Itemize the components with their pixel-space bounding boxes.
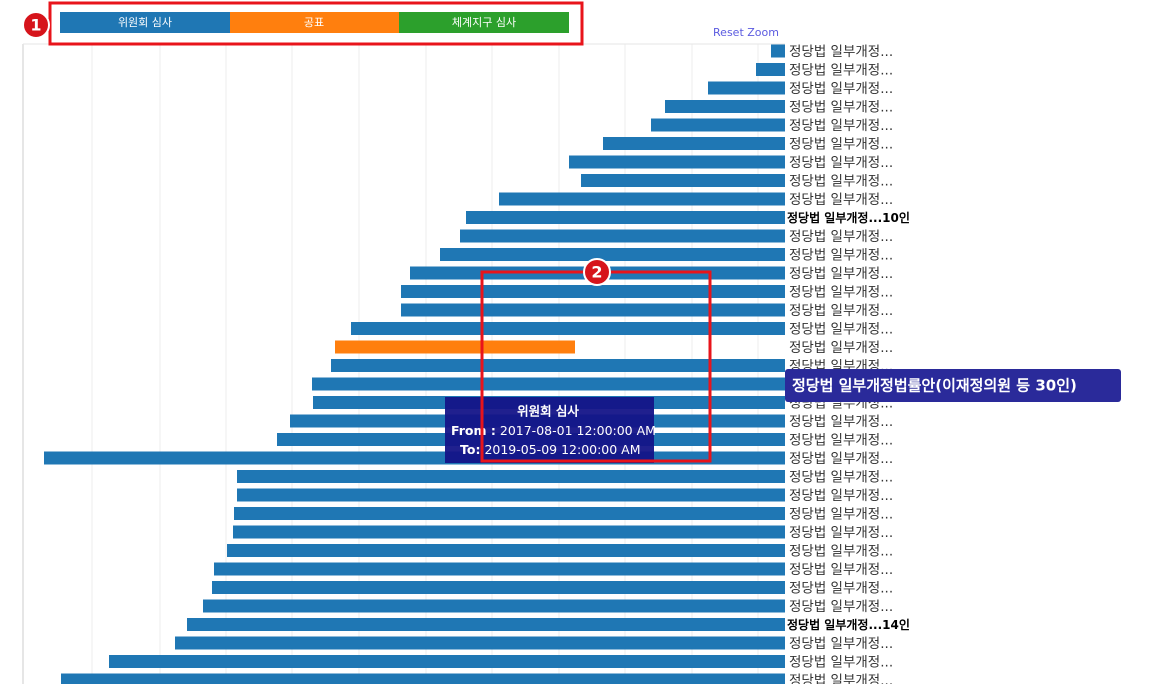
row-label: 정당법 일부개정... xyxy=(789,507,893,523)
legend-item[interactable] xyxy=(230,12,399,33)
bar xyxy=(335,340,575,354)
row-label: 정당법 일부개정... xyxy=(789,303,893,319)
bar xyxy=(466,211,785,224)
bar xyxy=(312,377,785,391)
bar xyxy=(237,488,785,502)
bar xyxy=(460,229,785,243)
bars xyxy=(44,44,785,684)
row-label: 정당법 일부개정... xyxy=(789,322,893,338)
bar xyxy=(331,359,785,372)
reset-zoom[interactable]: Reset Zoom xyxy=(713,26,779,39)
bar xyxy=(771,44,785,58)
row-label: 정당법 일부개정... xyxy=(789,155,893,171)
bar xyxy=(234,507,785,520)
badge xyxy=(583,258,611,286)
row-label: 정당법 일부개정... xyxy=(789,562,893,578)
row-label: 정당법 일부개정... xyxy=(789,266,893,282)
row-label: 정당법 일부개정... xyxy=(789,470,893,486)
row-label: 정당법 일부개정... xyxy=(789,636,893,652)
legend-item[interactable] xyxy=(60,12,230,33)
tooltip-title: 위원회 심사 xyxy=(517,404,579,419)
badge-label: 1 xyxy=(30,16,41,35)
row-label: 정당법 일부개정...14인 xyxy=(787,617,910,632)
row-label: 정당법 일부개정... xyxy=(789,544,893,560)
highlight-box xyxy=(48,1,584,46)
bar xyxy=(440,248,785,261)
badge xyxy=(22,11,50,39)
legend-label: 체계지구 심사 xyxy=(452,16,516,29)
bar xyxy=(61,673,785,684)
row-label: 정당법 일부개정... xyxy=(789,599,893,615)
bar xyxy=(665,100,785,113)
row-label: 정당법 일부개정... xyxy=(789,229,893,245)
legend-label: 위원회 심사 xyxy=(118,16,172,29)
row-label: 정당법 일부개정... xyxy=(789,174,893,190)
row-label: 정당법 일부개정... xyxy=(789,81,893,97)
bar xyxy=(651,118,785,132)
bar xyxy=(499,192,785,206)
row-label: 정당법 일부개정... xyxy=(789,285,893,301)
row-label: 정당법 일부개정... xyxy=(789,118,893,134)
legend-item[interactable] xyxy=(399,12,569,33)
row-label: 정당법 일부개정... xyxy=(789,44,893,60)
bar xyxy=(187,618,785,631)
tooltip-value: 2019-05-09 12:00:00 AM xyxy=(484,442,640,457)
row-label: 정당법 일부개정... xyxy=(789,655,893,671)
badge-label: 2 xyxy=(591,263,602,282)
bar xyxy=(227,544,785,557)
hover-label-box xyxy=(785,369,1121,402)
row-label: 정당법 일부개정... xyxy=(789,100,893,116)
row-label: 정당법 일부개정... xyxy=(789,581,893,597)
hover-label: 정당법 일부개정법률안(이재정의원 등 30인) xyxy=(792,377,1077,395)
bar xyxy=(44,451,785,465)
row-label: 정당법 일부개정... xyxy=(789,248,893,264)
bar xyxy=(581,174,785,187)
row-label: 정당법 일부개정... xyxy=(789,137,893,153)
bar xyxy=(109,655,785,668)
row-label: 정당법 일부개정... xyxy=(789,488,893,504)
row-label: 정당법 일부개정... xyxy=(789,340,893,356)
row-label: 정당법 일부개정... xyxy=(789,673,893,684)
row-label: 정당법 일부개정... xyxy=(789,63,893,79)
bar xyxy=(212,581,785,594)
bar xyxy=(401,285,785,298)
bar xyxy=(603,137,785,150)
bar xyxy=(203,599,785,613)
bar xyxy=(214,562,785,576)
row-label: 정당법 일부개정... xyxy=(789,433,893,449)
bar xyxy=(708,81,785,95)
row-labels: 정당법 일부개정... 정당법 일부개정... 정당법 일부개정... 정당법 일부개… xyxy=(787,44,910,684)
bar xyxy=(175,636,785,650)
bar xyxy=(569,155,785,169)
tooltip-line: From : 2017-08-01 12:00:00 AM xyxy=(451,423,656,438)
row-label: 정당법 일부개정... xyxy=(789,451,893,467)
bar xyxy=(756,63,785,76)
tooltip-key: To: xyxy=(460,442,480,457)
bar xyxy=(237,470,785,483)
row-label: 정당법 일부개정... xyxy=(789,414,893,430)
bar xyxy=(401,303,785,317)
tooltip-key: From : xyxy=(451,423,496,438)
bar xyxy=(233,525,785,539)
legend-label: 공표 xyxy=(304,16,324,29)
row-label: 정당법 일부개정... xyxy=(789,192,893,208)
row-label: 정당법 일부개정...10인 xyxy=(787,210,910,225)
tooltip-line: To: 2019-05-09 12:00:00 AM xyxy=(460,442,641,457)
tooltip xyxy=(445,397,654,463)
tooltip-value: 2017-08-01 12:00:00 AM xyxy=(500,423,656,438)
row-label: 정당법 일부개정... xyxy=(789,525,893,541)
bar xyxy=(351,322,785,335)
